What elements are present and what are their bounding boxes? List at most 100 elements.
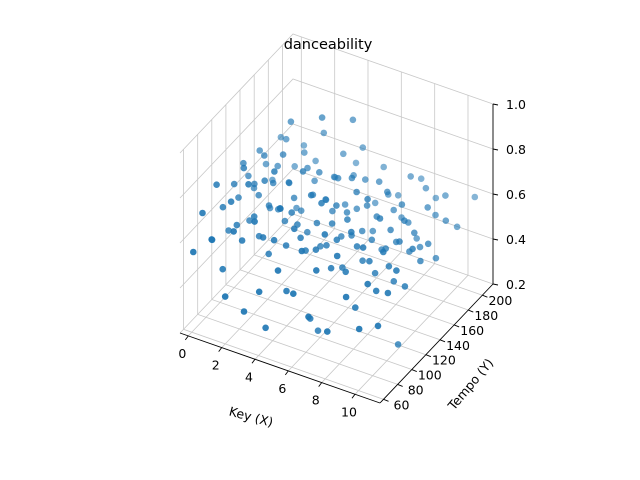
scatter-point	[240, 308, 248, 315]
scatter-point	[307, 191, 315, 199]
z-tick-mark	[492, 283, 499, 286]
scatter-point	[369, 227, 377, 235]
scatter-point	[368, 236, 376, 244]
scatter-point	[384, 188, 391, 196]
scatter-point	[311, 177, 318, 185]
scatter-point	[261, 152, 268, 159]
scatter-point	[341, 201, 349, 208]
scatter-point	[333, 202, 340, 209]
scatter-point	[432, 194, 440, 202]
scatter-point	[277, 205, 284, 212]
scatter-point	[238, 237, 246, 244]
scatter-point	[424, 204, 432, 211]
x-tick-mark	[218, 347, 223, 352]
scatter-point	[240, 164, 248, 172]
y-tick-mark	[439, 339, 446, 343]
scatter-point	[219, 203, 227, 211]
scatter-point	[318, 114, 326, 121]
scatter-point	[409, 245, 416, 253]
scatter-point	[281, 217, 289, 225]
y-tick-label: 120	[432, 353, 456, 368]
scatter-point	[274, 162, 282, 170]
z-grid-line	[179, 33, 494, 154]
scatter-point	[324, 328, 331, 335]
scatter-point	[290, 194, 298, 202]
scatter-point	[297, 207, 305, 214]
scatter-point	[283, 287, 290, 295]
scatter-point	[442, 217, 450, 224]
x-tick-mark	[251, 358, 256, 364]
scatter-point	[453, 223, 461, 231]
scatter-point	[390, 278, 398, 285]
scatter-point	[401, 217, 408, 224]
scatter-point	[245, 181, 252, 188]
scatter-point	[340, 150, 347, 158]
y-tick-label: 180	[474, 308, 498, 323]
scatter-point	[246, 217, 253, 224]
scatter-point	[348, 174, 356, 182]
scatter-point	[393, 267, 400, 274]
scatter-point	[372, 287, 380, 295]
scatter-point	[338, 233, 345, 240]
scatter-point	[282, 135, 290, 143]
scatter-point	[342, 293, 350, 301]
scatter-point	[316, 169, 323, 176]
scatter-point	[298, 247, 306, 255]
z-tick-mark	[492, 193, 499, 196]
scatter-point	[255, 288, 263, 296]
scatter-point	[225, 227, 232, 234]
scatter-point	[362, 176, 369, 183]
scatter-point	[251, 218, 258, 225]
scatter-point	[259, 234, 267, 241]
scatter-point	[334, 174, 342, 182]
scatter-point	[213, 181, 220, 188]
scatter-point	[321, 231, 329, 238]
scatter-point	[359, 257, 366, 265]
scatter-point	[333, 252, 341, 260]
scatter-point	[299, 168, 307, 175]
scatter-point	[442, 192, 449, 199]
scatter-point	[314, 327, 322, 335]
scatter-point	[358, 227, 366, 235]
z-tick-label: 0.2	[506, 277, 526, 292]
scatter-point	[221, 293, 229, 300]
scatter-point	[230, 228, 237, 235]
scatter-point	[261, 177, 269, 184]
scatter-point	[352, 159, 360, 167]
scatter-point	[328, 220, 336, 227]
scatter-point	[233, 221, 241, 229]
x-tick-mark	[351, 393, 356, 399]
x-tick-mark	[318, 382, 323, 387]
y-tick-mark	[397, 383, 403, 387]
scatter-point	[304, 164, 311, 172]
z-tick-mark	[492, 148, 499, 151]
scatter-point	[390, 206, 398, 214]
scatter-point	[265, 202, 273, 209]
scatter-point	[291, 225, 298, 233]
scatter-point	[344, 216, 351, 223]
y-axis-line	[379, 283, 494, 404]
scatter-point	[424, 240, 432, 248]
z-tick-label: 0.6	[506, 187, 526, 202]
scatter-point	[251, 180, 258, 188]
z-tick-label: 0.4	[506, 232, 526, 247]
y-tick-mark	[411, 369, 417, 372]
scatter-point	[364, 280, 372, 288]
scatter-point	[374, 322, 382, 330]
scatter-point	[471, 193, 479, 201]
scatter-point	[396, 238, 403, 245]
scatter-points	[190, 114, 479, 348]
scatter-point	[304, 228, 311, 236]
x-tick-label: 6	[278, 381, 286, 396]
scatter-point	[262, 324, 269, 332]
scatter-point	[394, 192, 402, 199]
scatter-point	[353, 243, 361, 250]
z-grid-line	[179, 78, 494, 199]
x-tick-mark	[284, 370, 289, 376]
scatter-point	[190, 248, 197, 256]
scatter-point	[384, 289, 392, 297]
scatter-point	[320, 129, 328, 137]
scatter-point	[291, 163, 299, 170]
z-tick-mark	[492, 238, 499, 241]
